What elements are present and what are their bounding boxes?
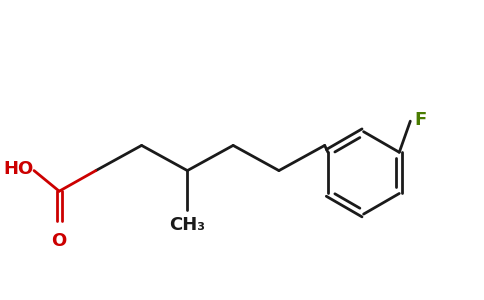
Text: HO: HO xyxy=(3,160,33,178)
Text: CH₃: CH₃ xyxy=(169,216,205,234)
Text: F: F xyxy=(415,111,427,129)
Text: O: O xyxy=(52,232,67,250)
